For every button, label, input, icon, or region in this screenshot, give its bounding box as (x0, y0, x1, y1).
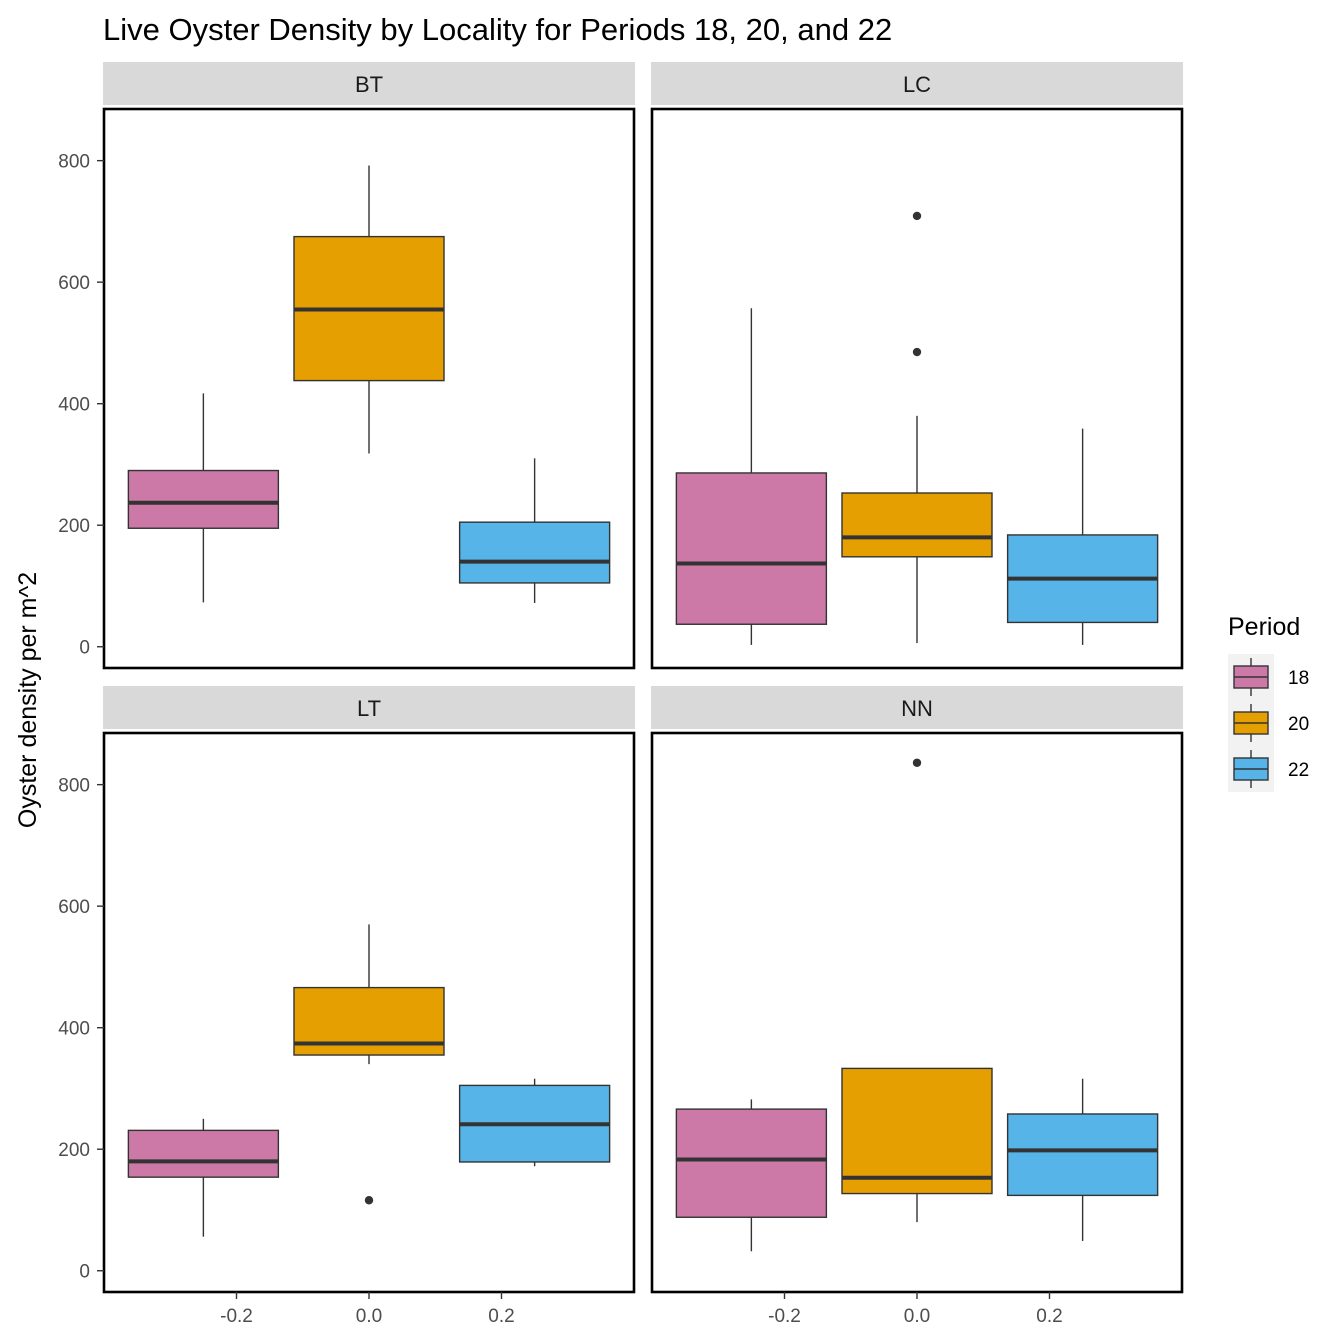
box-LT-22 (458, 1078, 611, 1167)
y-tick-label: 400 (58, 1019, 90, 1040)
facet-LT: LT 0 200 400 600 800 -0.2 0.0 0.2 (58, 686, 636, 1327)
box-LT-20 (293, 924, 445, 1205)
y-tick-label: 800 (58, 776, 90, 797)
box-LC-22 (1006, 428, 1159, 645)
box-body (675, 472, 828, 625)
x-tick-label: 0.0 (904, 1306, 930, 1327)
x-tick-label: 0.2 (488, 1306, 514, 1327)
box-body (127, 1129, 280, 1178)
y-tick-label: 800 (58, 152, 90, 173)
outlier-point (912, 758, 922, 767)
box-LT-18 (127, 1118, 280, 1237)
legend-title: Period (1228, 613, 1300, 641)
x-tick-label: 0.2 (1036, 1306, 1062, 1327)
legend-key-18: 18 (1233, 658, 1309, 696)
chart-title: Live Oyster Density by Locality for Peri… (103, 12, 892, 47)
legend-label: 20 (1288, 714, 1309, 735)
box-BT-18 (127, 393, 280, 603)
strip-background (103, 62, 635, 105)
y-tick-label: 600 (58, 897, 90, 918)
box-BT-22 (458, 458, 611, 603)
box-NN-18 (675, 1099, 828, 1252)
box-body (841, 1067, 993, 1195)
y-tick-label: 0 (79, 638, 90, 659)
box-body (1006, 1113, 1159, 1197)
legend-key-22: 22 (1233, 750, 1309, 788)
y-axis-title: Oyster density per m^2 (14, 572, 42, 828)
panel-border (102, 107, 636, 670)
outlier-point (364, 1196, 374, 1205)
strip-label-LC: LC (903, 72, 931, 97)
facet-NN: NN -0.2 0.0 0.2 (650, 686, 1184, 1327)
box-LC-18 (675, 308, 828, 645)
box-NN-22 (1006, 1078, 1159, 1241)
strip-label-NN: NN (901, 696, 933, 721)
legend: Period 18 20 22 (1228, 613, 1309, 792)
y-tick-label: 400 (58, 395, 90, 416)
strip-label-LT: LT (357, 696, 381, 721)
panel-border (650, 107, 1184, 670)
strip-background (651, 62, 1183, 105)
y-tick-label: 600 (58, 273, 90, 294)
legend-key-20: 20 (1233, 704, 1309, 742)
facet-LC: LC (650, 62, 1184, 670)
x-tick-label: -0.2 (768, 1306, 801, 1327)
outlier-point (912, 347, 922, 357)
legend-label: 18 (1288, 668, 1309, 689)
strip-background (103, 686, 635, 729)
y-tick-label: 200 (58, 516, 90, 537)
y-tick-label: 0 (79, 1262, 90, 1283)
box-body (675, 1108, 828, 1218)
box-body (841, 492, 993, 558)
strip-label-BT: BT (355, 72, 383, 97)
legend-label: 22 (1288, 760, 1309, 781)
facet-panels: BT 0 200 400 600 800 LC LT 0 200 400 600 800 -0.2 0.0 0… (58, 62, 1184, 1327)
facet-BT: BT 0 200 400 600 800 (58, 62, 636, 670)
x-tick-label: 0.0 (356, 1306, 382, 1327)
box-LC-20 (841, 211, 993, 644)
outlier-point (912, 211, 922, 221)
strip-background (651, 686, 1183, 729)
box-BT-20 (293, 165, 445, 454)
y-tick-label: 200 (58, 1140, 90, 1161)
box-NN-20 (841, 758, 993, 1223)
box-body (458, 521, 611, 584)
x-tick-label: -0.2 (220, 1306, 253, 1327)
box-body (127, 469, 280, 529)
